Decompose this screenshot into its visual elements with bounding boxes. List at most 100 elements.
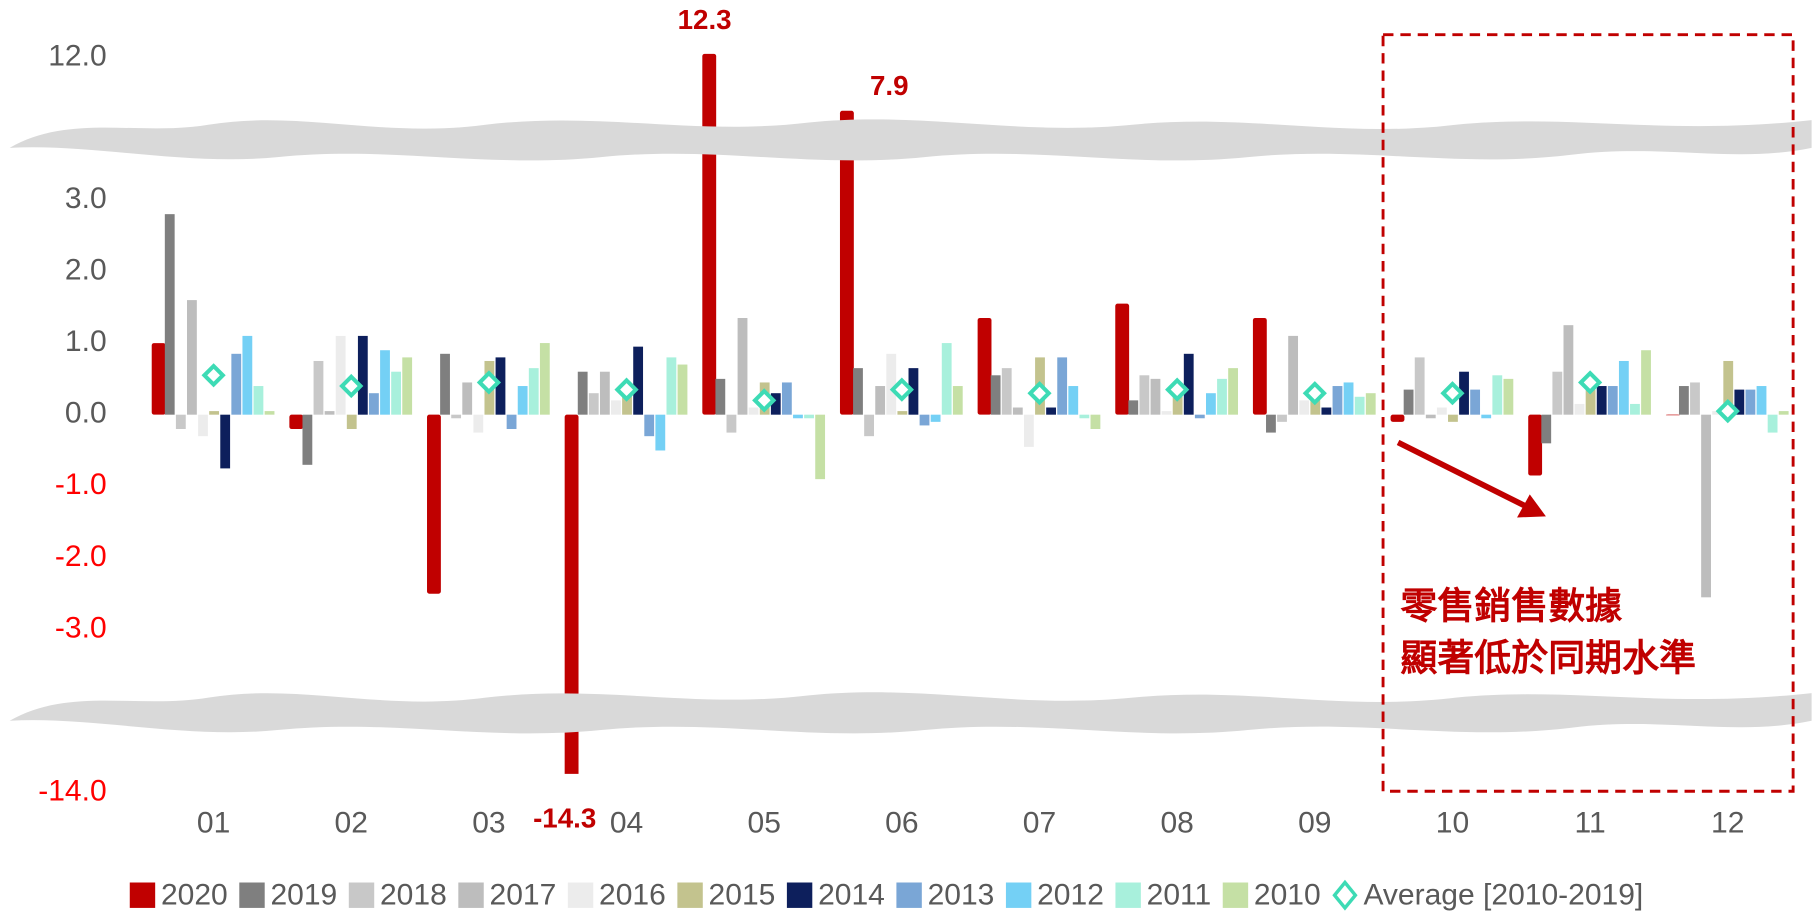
bar [886, 353, 897, 415]
legend-label: 2019 [270, 878, 337, 911]
y-tick-label: 12.0 [48, 40, 106, 73]
bar [1057, 357, 1068, 415]
average-marker [201, 363, 226, 388]
bar [427, 414, 441, 594]
annotation: 顯著低於同期水準 [1400, 637, 1696, 678]
average-marker [1440, 381, 1465, 406]
bar [748, 407, 759, 415]
legend-swatch [1005, 882, 1032, 908]
bar [1023, 414, 1034, 447]
bar [1115, 303, 1130, 415]
bar [715, 378, 726, 415]
bar [346, 414, 357, 430]
bar [264, 411, 275, 415]
bar [1563, 325, 1574, 415]
average-marker [614, 377, 639, 402]
bar [793, 414, 803, 419]
bar [1690, 382, 1700, 415]
bar [462, 382, 473, 415]
bar [335, 335, 346, 415]
bar [220, 414, 231, 469]
bar [1217, 378, 1227, 415]
bar [864, 414, 874, 437]
bar [1161, 411, 1172, 415]
bar [839, 110, 854, 415]
legend-label: 2010 [1254, 878, 1321, 911]
bar [804, 414, 814, 419]
legend-label: 2011 [1147, 878, 1212, 911]
bar [977, 318, 992, 415]
legend-swatch [129, 882, 156, 908]
bar [1734, 389, 1745, 415]
bar [737, 318, 748, 415]
bar [151, 343, 166, 415]
bar [1390, 414, 1405, 422]
bar [198, 414, 208, 437]
bar [1194, 414, 1205, 419]
bar [952, 386, 963, 415]
legend-label: 2013 [928, 878, 995, 911]
axis-break [9, 692, 1812, 734]
bar [1756, 386, 1767, 415]
average-marker [339, 373, 364, 399]
legend-swatch [239, 882, 265, 908]
bar [633, 346, 644, 415]
bar [1436, 407, 1447, 415]
arrow-head [1517, 494, 1546, 518]
bar [908, 368, 919, 415]
legend-label: 2018 [380, 878, 447, 911]
x-tick-label: 05 [748, 807, 781, 840]
average-marker [1578, 370, 1603, 395]
annotation: 零售銷售數據 [1400, 586, 1623, 627]
bar [231, 353, 242, 415]
bar [1481, 414, 1492, 419]
average-marker [1302, 381, 1327, 406]
x-tick-label: 06 [885, 807, 918, 840]
bar [1641, 350, 1651, 415]
legend-label: 2014 [818, 878, 885, 911]
bar [324, 411, 335, 415]
bar [440, 353, 450, 415]
bar [1607, 386, 1618, 415]
bar [702, 53, 717, 415]
average-marker [1165, 377, 1190, 402]
bar [1001, 368, 1012, 415]
bar [1365, 393, 1376, 415]
x-tick-label: 04 [610, 807, 643, 840]
bar [644, 414, 655, 437]
bar [1678, 386, 1689, 415]
legend-swatch [1222, 882, 1249, 908]
legend-label: 2017 [490, 878, 557, 911]
legend-label: 2020 [161, 878, 228, 911]
bar [919, 414, 930, 426]
bar [164, 214, 175, 415]
bar [1332, 386, 1343, 415]
bar [1288, 335, 1299, 415]
data-label: 7.9 [870, 70, 909, 101]
bar [1528, 414, 1543, 476]
y-tick-label: 3.0 [65, 182, 107, 215]
bar [451, 414, 462, 419]
y-tick-label: -2.0 [55, 540, 107, 573]
axis-break [9, 119, 1812, 161]
bar [941, 343, 952, 415]
bar [1354, 396, 1365, 415]
bar [1541, 414, 1552, 444]
bar [781, 382, 792, 415]
bar [1128, 400, 1139, 415]
bar [313, 360, 324, 415]
bar [242, 335, 253, 415]
bar [990, 375, 1001, 415]
bar [677, 364, 688, 415]
bar [517, 386, 528, 415]
y-tick-label: 2.0 [65, 253, 107, 286]
bar [1712, 411, 1723, 415]
bar [357, 335, 368, 415]
x-tick-label: 12 [1711, 807, 1744, 840]
bar [564, 414, 579, 774]
bar [1343, 382, 1354, 415]
bar [1503, 378, 1514, 415]
y-tick-label: -3.0 [55, 611, 107, 644]
bar [599, 371, 610, 415]
